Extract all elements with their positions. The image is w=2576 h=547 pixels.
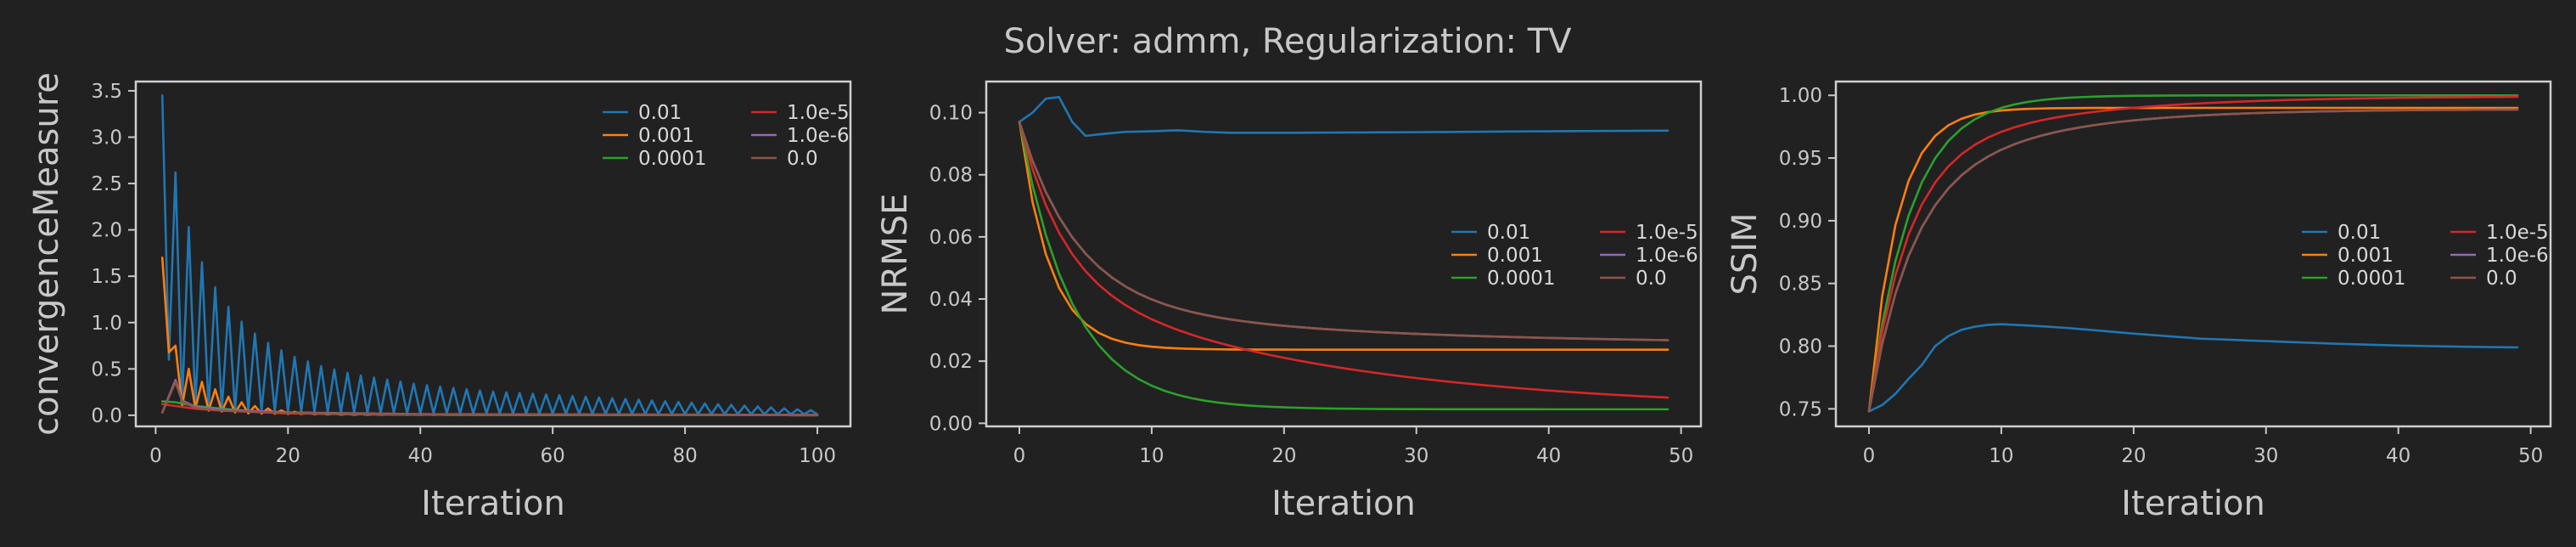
- series-line-0.0001: [1867, 93, 2519, 413]
- legend-label: 0.0: [1636, 268, 1667, 290]
- legend-label: 0.01: [2337, 222, 2381, 244]
- y-tick-label: 0.08: [929, 165, 973, 187]
- y-axis-label: convergenceMeasure: [27, 72, 66, 436]
- legend-label: 0.0001: [2337, 268, 2405, 290]
- series-line-0.001: [1018, 121, 1670, 351]
- series-line-1.0e-5: [1867, 95, 2519, 413]
- legend-label: 0.0: [787, 148, 818, 170]
- x-tick-label: 20: [276, 445, 300, 467]
- x-tick-label: 50: [2518, 445, 2543, 467]
- x-tick-label: 30: [2253, 445, 2278, 467]
- legend-label: 0.001: [1487, 245, 1543, 267]
- series-line-0.001: [1867, 106, 2519, 413]
- y-tick-label: 0.85: [1779, 274, 1822, 296]
- legend-label: 1.0e-5: [2486, 222, 2549, 244]
- x-tick-label: 10: [1989, 445, 2013, 467]
- x-axis-label: Iteration: [1271, 484, 1416, 523]
- series-line-1.0e-5: [1018, 121, 1670, 399]
- series-line-0.0001: [1018, 121, 1670, 411]
- x-tick-label: 20: [2121, 445, 2146, 467]
- y-tick-label: 1.00: [1779, 85, 1822, 107]
- x-tick-label: 0: [1013, 445, 1026, 467]
- y-tick-label: 0.95: [1779, 148, 1822, 170]
- legend-label: 0.001: [638, 125, 694, 147]
- x-tick-label: 40: [408, 445, 433, 467]
- legend-label: 0.0001: [1487, 268, 1555, 290]
- series-line-0.01: [1018, 95, 1670, 138]
- series-line-0.0: [160, 381, 819, 416]
- legend-label: 1.0e-6: [2486, 245, 2549, 267]
- series-line-0.0: [1867, 108, 2519, 413]
- y-tick-label: 2.5: [91, 173, 122, 195]
- x-axis-label: Iteration: [421, 484, 565, 523]
- figure-suptitle: Solver: admm, Regularization: TV: [1003, 22, 1572, 61]
- y-tick-label: 0.02: [929, 351, 973, 373]
- y-tick-label: 2.0: [91, 220, 122, 242]
- plot-frame: [1834, 80, 2552, 428]
- x-tick-label: 0: [1863, 445, 1876, 467]
- y-tick-label: 0.80: [1779, 336, 1822, 358]
- y-tick-label: 3.5: [91, 81, 122, 103]
- legend-label: 0.01: [1487, 222, 1530, 244]
- y-tick-label: 0.75: [1779, 398, 1822, 420]
- series-group: [1018, 95, 1670, 411]
- x-tick-label: 60: [541, 445, 565, 467]
- y-axis-label: SSIM: [1726, 212, 1765, 295]
- legend-label: 0.0: [2486, 268, 2517, 290]
- x-tick-label: 0: [149, 445, 162, 467]
- y-tick-label: 1.0: [91, 313, 122, 335]
- series-line-1.0e-6: [1018, 121, 1670, 341]
- legend-label: 1.0e-6: [787, 125, 850, 147]
- y-tick-label: 0.06: [929, 227, 973, 249]
- x-tick-label: 20: [1271, 445, 1296, 467]
- legend-label: 0.001: [2337, 245, 2394, 267]
- legend-label: 0.01: [638, 102, 682, 124]
- y-tick-label: 3.0: [91, 127, 122, 149]
- y-tick-label: 1.5: [91, 266, 122, 288]
- series-group: [160, 94, 819, 417]
- series-line-0.0: [1018, 121, 1670, 341]
- y-tick-label: 0.90: [1779, 211, 1822, 233]
- y-tick-label: 0.5: [91, 358, 122, 381]
- y-tick-label: 0.0: [91, 405, 122, 427]
- x-tick-label: 50: [1669, 445, 1693, 467]
- y-tick-label: 0.00: [929, 413, 973, 435]
- y-tick-label: 0.10: [929, 103, 973, 125]
- y-tick-label: 0.04: [929, 289, 973, 311]
- x-tick-label: 100: [799, 445, 836, 467]
- x-tick-label: 30: [1404, 445, 1428, 467]
- legend-label: 1.0e-6: [1636, 245, 1698, 267]
- series-line-0.01: [160, 94, 819, 416]
- legend-label: 1.0e-5: [1636, 222, 1698, 244]
- subplot-3: 0 10 20 30 40 50 0.75 0.80 0.85 0.90 0.95 1.00 Itera…: [1726, 80, 2552, 523]
- subplot-1: 0 20 40 60 80 100 0.0 0.5 1.0 1.5 2.0 2.5 3.0 3.5 Iter…: [27, 72, 852, 523]
- subplot-2: 0 10 20 30 40 50 0.00 0.02 0.04 0.06 0.08 0.10 Itera…: [876, 80, 1703, 523]
- subplots: 0 20 40 60 80 1000.00.51.01.52.02.53.03.5Iter…: [27, 72, 2552, 523]
- x-axis-label: Iteration: [2121, 484, 2265, 523]
- plot-frame: [985, 80, 1703, 428]
- series-line-1.0e-6: [1867, 108, 2519, 413]
- legend-label: 1.0e-5: [787, 102, 850, 124]
- series-line-0.01: [1867, 323, 2519, 413]
- series-group: [1867, 93, 2519, 413]
- x-tick-label: 80: [672, 445, 697, 467]
- x-tick-label: 40: [2386, 445, 2410, 467]
- x-tick-label: 40: [1536, 445, 1561, 467]
- legend-label: 0.0001: [638, 148, 706, 170]
- y-axis-label: NRMSE: [876, 194, 915, 315]
- plot-frame: [134, 80, 852, 428]
- x-tick-label: 10: [1139, 445, 1164, 467]
